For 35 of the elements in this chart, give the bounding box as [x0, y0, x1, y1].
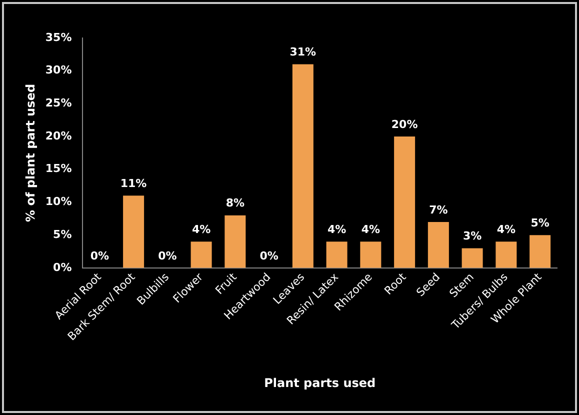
data-label: 4%: [327, 223, 346, 236]
y-tick-label: 5%: [53, 228, 72, 241]
y-axis-title: % of plant part used: [23, 84, 38, 222]
y-tick-label: 0%: [53, 260, 72, 274]
data-label: 20%: [391, 118, 418, 131]
data-label: 4%: [496, 223, 516, 236]
data-label: 0%: [158, 249, 177, 262]
y-tick-label: 30%: [45, 64, 72, 77]
y-tick-label: 20%: [45, 129, 72, 142]
bar: [394, 136, 416, 268]
bar: [292, 64, 314, 268]
y-tick-label: 10%: [45, 195, 72, 208]
y-tick-label: 15%: [45, 162, 72, 176]
bar: [123, 196, 144, 268]
data-label: 31%: [290, 46, 316, 59]
bar: [360, 242, 382, 268]
bar: [190, 242, 212, 268]
data-label: 11%: [120, 177, 147, 190]
data-label: 4%: [192, 223, 211, 236]
bar: [462, 248, 483, 268]
data-label: 5%: [530, 216, 550, 230]
data-label: 4%: [361, 223, 380, 236]
data-label: 0%: [260, 249, 278, 262]
bar: [224, 215, 246, 268]
data-label: 0%: [90, 249, 110, 262]
y-tick-label: 25%: [45, 96, 72, 110]
bar: [326, 242, 348, 268]
bar: [496, 242, 517, 268]
y-tick-label: 35%: [45, 30, 72, 44]
data-label: 8%: [226, 196, 245, 210]
bar: [530, 235, 551, 268]
bar: [428, 222, 449, 268]
data-label: 3%: [462, 230, 482, 243]
data-label: 7%: [429, 203, 448, 216]
x-axis-title: Plant parts used: [264, 376, 376, 390]
